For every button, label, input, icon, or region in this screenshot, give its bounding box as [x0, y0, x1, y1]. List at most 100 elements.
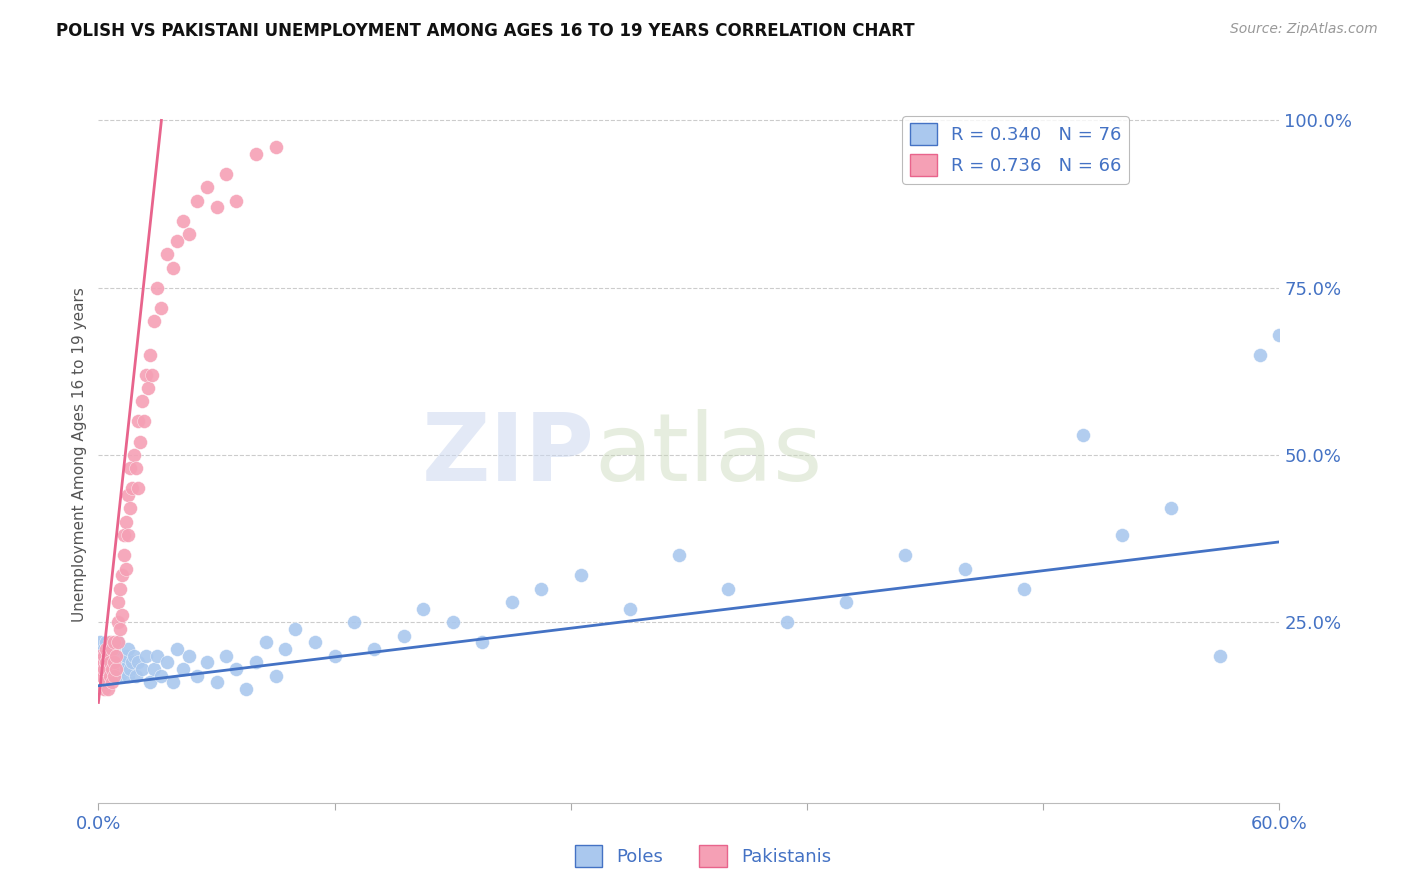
Point	[91, 655, 114, 669]
Point	[150, 669, 173, 683]
Point	[717, 582, 740, 596]
Point	[264, 140, 287, 154]
Point	[117, 642, 139, 657]
Point	[93, 648, 115, 663]
Point	[131, 662, 153, 676]
Point	[98, 655, 121, 669]
Point	[668, 548, 690, 563]
Point	[96, 642, 118, 657]
Point	[186, 194, 208, 208]
Point	[108, 622, 131, 636]
Point	[1209, 648, 1232, 663]
Point	[107, 635, 129, 649]
Point	[101, 662, 124, 676]
Point	[205, 201, 228, 215]
Point	[103, 669, 125, 683]
Point	[97, 662, 120, 676]
Point	[98, 635, 121, 649]
Point	[112, 662, 135, 676]
Point	[101, 675, 124, 690]
Point	[835, 595, 858, 609]
Point	[127, 414, 149, 429]
Point	[118, 662, 141, 676]
Point	[776, 615, 799, 630]
Point	[97, 648, 120, 663]
Point	[103, 655, 125, 669]
Point	[186, 669, 208, 683]
Point	[103, 669, 125, 683]
Point	[619, 602, 641, 616]
Point	[111, 568, 134, 582]
Point	[162, 675, 184, 690]
Point	[141, 368, 163, 382]
Point	[128, 434, 150, 449]
Point	[235, 681, 257, 696]
Point	[205, 675, 228, 690]
Point	[172, 662, 194, 676]
Point	[117, 528, 139, 542]
Point	[1012, 582, 1035, 596]
Point	[471, 635, 494, 649]
Point	[127, 482, 149, 496]
Point	[166, 642, 188, 657]
Point	[177, 648, 200, 663]
Point	[118, 461, 141, 475]
Point	[122, 448, 145, 462]
Point	[162, 260, 184, 275]
Point	[501, 595, 523, 609]
Point	[953, 562, 976, 576]
Point	[195, 180, 218, 194]
Point	[1249, 348, 1271, 362]
Point	[112, 528, 135, 542]
Point	[412, 602, 434, 616]
Point	[121, 482, 143, 496]
Point	[304, 635, 326, 649]
Point	[135, 368, 157, 382]
Point	[156, 655, 179, 669]
Point	[156, 247, 179, 261]
Point	[93, 655, 115, 669]
Point	[245, 147, 267, 161]
Point	[96, 635, 118, 649]
Point	[441, 615, 464, 630]
Point	[136, 381, 159, 395]
Point	[96, 662, 118, 676]
Legend: Poles, Pakistanis: Poles, Pakistanis	[568, 838, 838, 874]
Point	[108, 582, 131, 596]
Y-axis label: Unemployment Among Ages 16 to 19 years: Unemployment Among Ages 16 to 19 years	[72, 287, 87, 623]
Point	[111, 655, 134, 669]
Point	[125, 669, 148, 683]
Point	[284, 622, 307, 636]
Point	[177, 227, 200, 242]
Point	[115, 562, 138, 576]
Point	[127, 655, 149, 669]
Point	[107, 635, 129, 649]
Point	[225, 662, 247, 676]
Point	[1111, 528, 1133, 542]
Point	[150, 301, 173, 315]
Point	[117, 669, 139, 683]
Point	[142, 314, 165, 328]
Point	[97, 681, 120, 696]
Point	[138, 348, 160, 362]
Point	[96, 675, 118, 690]
Point	[89, 635, 111, 649]
Point	[105, 648, 128, 663]
Point	[131, 394, 153, 409]
Point	[101, 648, 124, 663]
Point	[1071, 428, 1094, 442]
Point	[107, 655, 129, 669]
Point	[105, 662, 128, 676]
Point	[112, 548, 135, 563]
Point	[118, 501, 141, 516]
Point	[107, 595, 129, 609]
Point	[89, 662, 111, 676]
Point	[101, 662, 124, 676]
Point	[97, 669, 120, 683]
Point	[111, 608, 134, 623]
Point	[91, 648, 114, 663]
Point	[172, 214, 194, 228]
Point	[264, 669, 287, 683]
Point	[323, 648, 346, 663]
Point	[138, 675, 160, 690]
